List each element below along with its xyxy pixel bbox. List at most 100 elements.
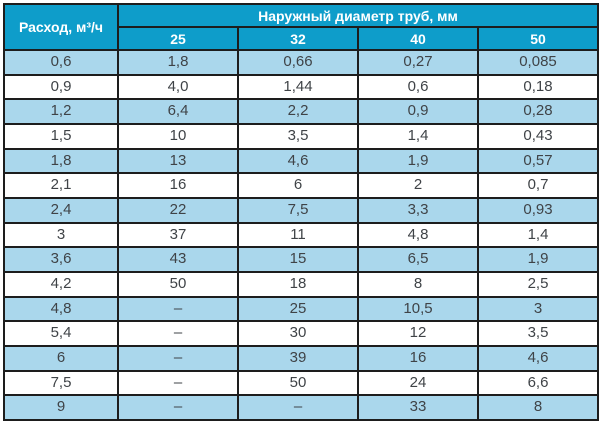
pressure-loss-cell: 1,9 [357,147,479,175]
pressure-loss-cell: 1,9 [477,246,599,273]
flow-rate-cell: 1,2 [3,98,119,125]
pressure-loss-cell: 3,5 [237,122,359,150]
flow-rate-cell: 0,9 [3,73,119,101]
table-header: Расход, м³/ч Наружный диаметр труб, мм 2… [3,3,599,51]
table-row: 4,8–25 10,5 3 [3,295,599,323]
pressure-loss-cell: 24 [357,369,479,397]
pressure-loss-cell: 0,27 [357,49,479,76]
pressure-loss-cell: 0,66 [237,49,359,76]
flow-rate-cell: 7,5 [3,369,119,397]
pressure-loss-cell: 4,6 [237,147,359,175]
pressure-loss-cell: 13 [117,147,239,175]
table-row: 1,8 13 4,6 1,9 0,57 [3,147,599,175]
pressure-loss-cell: 0,7 [477,172,599,199]
pressure-loss-cell: 4,8 [357,221,479,249]
flow-rate-cell: 4,8 [3,295,119,323]
pressure-loss-cell: 0,28 [477,98,599,125]
pressure-loss-cell: 3,3 [357,196,479,224]
pressure-loss-cell: 2 [357,172,479,199]
flow-rate-cell: 2,1 [3,172,119,199]
pressure-loss-cell: 1,4 [357,122,479,150]
pressure-loss-cell: 37 [117,221,239,249]
pressure-loss-cell: 10 [117,122,239,150]
flow-rate-cell: 0,6 [3,49,119,76]
flow-rate-cell: 4,2 [3,270,119,298]
pressure-loss-cell: 39 [237,344,359,372]
pressure-loss-cell: – [117,320,239,347]
pressure-loss-cell: 10,5 [357,295,479,323]
pressure-loss-cell: – [237,394,359,421]
table-row: 6–39 16 4,6 [3,344,599,372]
table-row: 7,5–50 24 6,6 [3,369,599,397]
table-row: 4,2 50 18 8 2,5 [3,270,599,298]
pressure-loss-cell: 50 [117,270,239,298]
flow-rate-cell: 3,6 [3,246,119,273]
table-row: 0,9 4,0 1,44 0,6 0,18 [3,73,599,101]
pressure-loss-cell: 0,93 [477,196,599,224]
pressure-loss-cell: 16 [357,344,479,372]
table-row: 1,5 10 3,5 1,4 0,43 [3,122,599,150]
table-body: 0,6 1,8 0,66 0,27 0,085 0,9 4,0 1,44 0,6 0,18 1,2 6… [3,49,599,421]
pressure-loss-cell: 1,44 [237,73,359,101]
pressure-loss-cell: 16 [117,172,239,199]
flow-rate-cell: 9 [3,394,119,421]
table-row: 2,4 22 7,5 3,3 0,93 [3,196,599,224]
pressure-loss-cell: 1,8 [117,49,239,76]
pressure-loss-cell: 33 [357,394,479,421]
pressure-loss-cell: 6,6 [477,369,599,397]
pressure-loss-cell: 7,5 [237,196,359,224]
pressure-loss-cell: 8 [357,270,479,298]
pressure-loss-cell: 50 [237,369,359,397]
pressure-loss-cell: 43 [117,246,239,273]
corner-header-flow-rate: Расход, м³/ч [3,3,119,51]
pressure-loss-cell: 3 [477,295,599,323]
pressure-loss-cell: 0,085 [477,49,599,76]
flow-rate-cell: 3 [3,221,119,249]
column-header-50: 50 [477,26,599,51]
pressure-loss-cell: 1,4 [477,221,599,249]
table-row: 3,6 43 15 6,5 1,9 [3,246,599,273]
pressure-loss-cell: 15 [237,246,359,273]
flow-rate-cell: 5,4 [3,320,119,347]
flow-rate-cell: 2,4 [3,196,119,224]
pressure-loss-cell: 30 [237,320,359,347]
pipe-flow-diameter-table: Расход, м³/ч Наружный диаметр труб, мм 2… [3,3,599,421]
group-header-outer-diameter: Наружный диаметр труб, мм [117,3,599,28]
flow-rate-cell: 1,8 [3,147,119,175]
pressure-loss-cell: – [117,394,239,421]
pressure-loss-cell: 2,2 [237,98,359,125]
pressure-loss-cell: 0,57 [477,147,599,175]
pressure-loss-cell: – [117,344,239,372]
column-header-row: 25 32 40 50 [4,26,599,51]
table-row: 5,4–30 12 3,5 [3,320,599,347]
pressure-loss-cell: 18 [237,270,359,298]
column-header-32: 32 [237,26,359,51]
table-row: 1,2 6,4 2,2 0,9 0,28 [3,98,599,125]
table-row: 2,1 16 6 2 0,7 [3,172,599,199]
pressure-loss-cell: 4,0 [117,73,239,101]
column-header-25: 25 [117,26,239,51]
pressure-loss-cell: 22 [117,196,239,224]
pressure-loss-cell: 25 [237,295,359,323]
table-row: 3 37 11 4,8 1,4 [3,221,599,249]
pressure-loss-cell: 11 [237,221,359,249]
column-header-40: 40 [357,26,479,51]
pressure-loss-cell: 0,18 [477,73,599,101]
pressure-loss-cell: 0,6 [357,73,479,101]
pressure-loss-cell: 6,5 [357,246,479,273]
pressure-loss-cell: 0,43 [477,122,599,150]
pressure-loss-cell: 0,9 [357,98,479,125]
table-row: 9– –33 8 [3,394,599,421]
pressure-loss-cell: – [117,295,239,323]
pressure-loss-cell: 6 [237,172,359,199]
pressure-loss-cell: 3,5 [477,320,599,347]
pressure-loss-cell: 12 [357,320,479,347]
flow-rate-cell: 1,5 [3,122,119,150]
pressure-loss-cell: 4,6 [477,344,599,372]
flow-rate-cell: 6 [3,344,119,372]
pressure-loss-cell: – [117,369,239,397]
pressure-loss-cell: 6,4 [117,98,239,125]
table-row: 0,6 1,8 0,66 0,27 0,085 [3,49,599,76]
pressure-loss-cell: 8 [477,394,599,421]
